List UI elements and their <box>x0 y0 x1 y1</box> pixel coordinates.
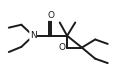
Text: O: O <box>47 11 54 20</box>
Text: O: O <box>58 43 65 52</box>
Text: N: N <box>30 31 37 40</box>
